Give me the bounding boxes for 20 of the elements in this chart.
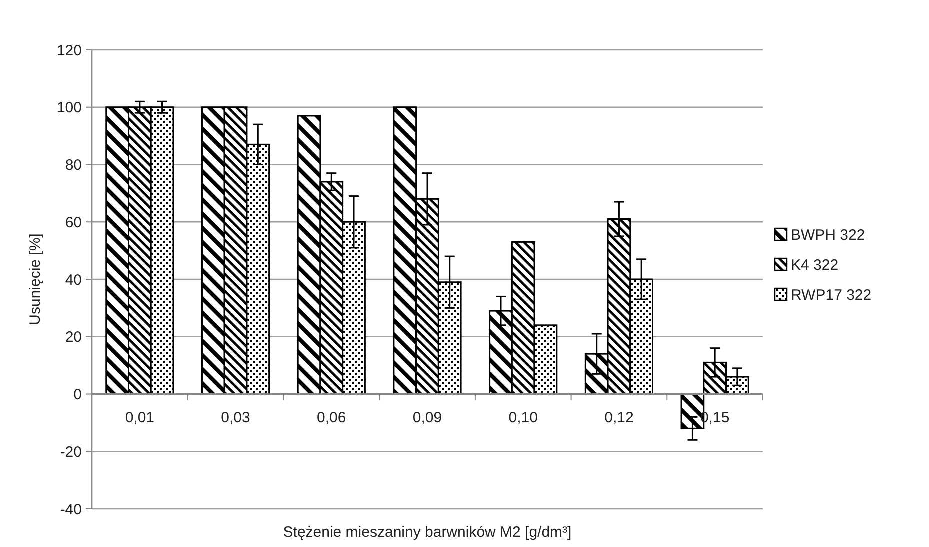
- y-tick-label: 80: [65, 157, 82, 174]
- y-tick-label: 60: [65, 214, 82, 232]
- legend-label: K4 322: [791, 256, 839, 274]
- y-tick-label: -40: [60, 501, 82, 518]
- x-tick-label: 0,03: [221, 409, 250, 426]
- legend-label: RWP17 322: [791, 286, 872, 304]
- x-tick-label: 0,01: [125, 409, 155, 426]
- x-axis-title: Stężenie mieszaniny barwników M2 [g/dm³]: [283, 524, 572, 541]
- y-tick-label: 100: [56, 100, 82, 117]
- y-tick-label: 20: [65, 329, 82, 346]
- legend-label: BWPH 322: [791, 226, 866, 244]
- y-tick-label: -20: [60, 444, 82, 461]
- y-tick-label: 120: [56, 42, 82, 60]
- y-tick-label: 0: [74, 386, 82, 404]
- x-tick-label: 0,12: [604, 409, 634, 426]
- y-tick-label: 40: [65, 272, 82, 289]
- x-tick-label: 0,06: [317, 409, 346, 426]
- x-tick-label: 0,09: [412, 409, 442, 426]
- y-axis-title: Usunięcie [%]: [27, 234, 44, 326]
- x-tick-label: 0,10: [508, 409, 538, 426]
